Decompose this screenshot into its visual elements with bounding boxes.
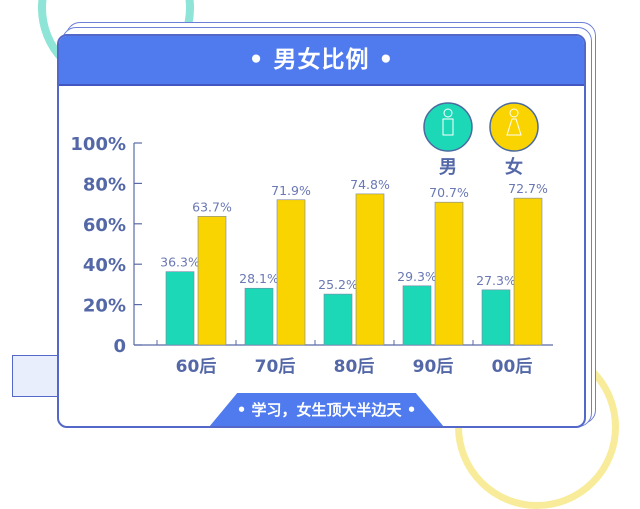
y-tick-label: 0 <box>113 336 126 357</box>
person-body <box>442 118 454 136</box>
bar-chart: 0 20% 40% 60% 80% 100% 60后 70后 80后 90后 00后 36.3% 63… <box>70 102 553 377</box>
x-tick-label: 70后 <box>255 357 296 377</box>
male-person-icon <box>423 102 473 152</box>
legend-group: 男女 <box>423 102 539 178</box>
male-bar <box>481 289 511 346</box>
male-bar <box>323 293 353 346</box>
data-label: 29.3% <box>397 269 437 284</box>
chart-caption: • 学习，女生顶大半边天 • <box>209 393 444 426</box>
person-dress <box>506 118 522 136</box>
x-tick-label: 80后 <box>334 357 375 377</box>
data-label: 27.3% <box>476 273 516 288</box>
x-tick-label: 00后 <box>492 357 533 377</box>
x-tick-label: 60后 <box>176 357 217 377</box>
bars-group: 36.3% 63.7% 28.1% 71.9% 25.2% 74.8% 29.3% 70.7%… <box>160 177 548 346</box>
y-tick-label: 40% <box>83 255 126 276</box>
data-label: 70.7% <box>429 185 469 200</box>
male-bar <box>402 285 432 346</box>
axis-group: 0 20% 40% 60% 80% 100% 60后 70后 80后 90后 00后 <box>70 134 553 377</box>
male-bar <box>244 287 274 346</box>
female-person-icon <box>489 102 539 152</box>
person-head <box>443 108 453 118</box>
x-tick-label: 90后 <box>413 357 454 377</box>
female-bar <box>355 193 385 346</box>
data-label: 28.1% <box>239 271 279 286</box>
female-bar <box>434 201 464 346</box>
data-label: 74.8% <box>350 177 390 192</box>
female-bar <box>276 199 306 346</box>
decorative-box <box>12 355 59 397</box>
female-bar <box>197 216 227 346</box>
y-tick-label: 60% <box>83 215 126 236</box>
data-label: 25.2% <box>318 277 358 292</box>
data-label: 72.7% <box>508 181 548 196</box>
y-tick-label: 80% <box>83 174 126 195</box>
person-head <box>509 108 519 118</box>
data-label: 63.7% <box>192 199 232 214</box>
female-bar <box>513 197 543 346</box>
legend-label: 男 <box>439 157 457 178</box>
y-tick-label: 20% <box>83 296 126 317</box>
legend-label: 女 <box>505 156 523 178</box>
male-bar <box>165 271 195 346</box>
data-label: 71.9% <box>271 183 311 198</box>
data-label: 36.3% <box>160 255 200 270</box>
y-tick-label: 100% <box>70 134 126 155</box>
chart-card: • 男女比例 • • 学习，女生顶大半边天 • <box>57 34 586 428</box>
chart-title: • 男女比例 • <box>59 36 584 86</box>
